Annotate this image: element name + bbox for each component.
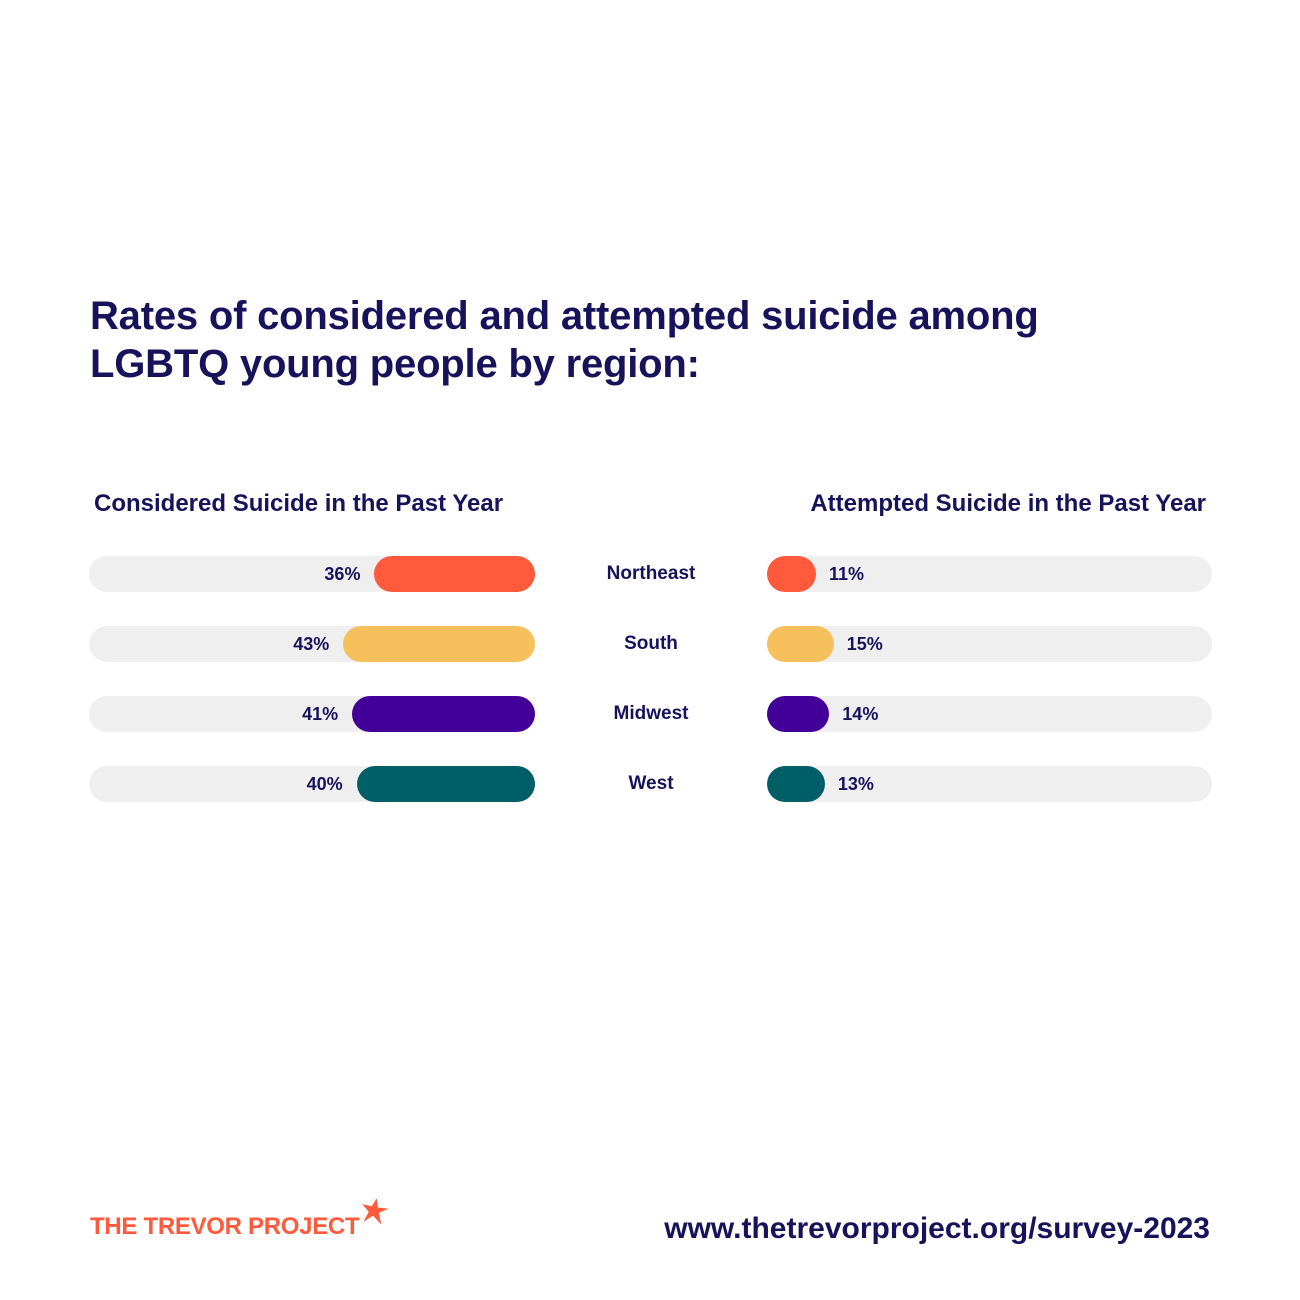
attempted-bar <box>767 626 834 662</box>
attempted-bar-track <box>767 696 1212 732</box>
attempted-bar-track <box>767 556 1212 592</box>
attempted-bar <box>767 696 830 732</box>
considered-column-title: Considered Suicide in the Past Year <box>94 490 504 517</box>
attempted-bar <box>767 556 816 592</box>
considered-bar-track <box>89 556 535 592</box>
attempted-bar <box>767 766 825 802</box>
considered-bar <box>352 696 535 732</box>
star-icon <box>362 1198 389 1225</box>
considered-bar-track <box>89 696 535 732</box>
considered-bar-track <box>89 626 535 662</box>
title-line-1: Rates of considered and attempted suicid… <box>90 294 1039 338</box>
attempted-value-label: 13% <box>837 774 874 794</box>
attempted-bar-track <box>767 766 1212 802</box>
bar-row: 41% Midwest 14% <box>0 696 1300 732</box>
considered-value-label: 43% <box>293 634 330 654</box>
considered-bar <box>356 766 535 802</box>
bar-row: 40% West 13% <box>0 766 1300 802</box>
region-label: Northeast <box>606 563 696 584</box>
title-line-2: LGBTQ young people by region: <box>90 342 700 386</box>
considered-value-label: 41% <box>302 704 339 724</box>
attempted-value-label: 15% <box>846 634 883 654</box>
considered-value-label: 36% <box>324 564 361 584</box>
survey-url-link[interactable]: www.thetrevorproject.org/survey-2023 <box>664 1212 1210 1245</box>
attempted-column-title: Attempted Suicide in the Past Year <box>810 490 1206 517</box>
attempted-bar-track <box>767 626 1212 662</box>
considered-bar-track <box>89 766 535 802</box>
considered-bar <box>343 626 535 662</box>
region-label: South <box>624 633 678 654</box>
considered-value-label: 40% <box>306 774 343 794</box>
bar-row: 36% Northeast 11% <box>0 556 1300 592</box>
region-label: West <box>628 773 674 794</box>
logo-text: THE TREVOR PROJECT <box>90 1213 360 1240</box>
region-label: Midwest <box>613 703 689 724</box>
attempted-value-label: 14% <box>842 704 879 724</box>
attempted-value-label: 11% <box>828 564 864 584</box>
chart-title: Rates of considered and attempted suicid… <box>90 292 1039 388</box>
bar-row: 43% South 15% <box>0 626 1300 662</box>
considered-bar <box>374 556 535 592</box>
